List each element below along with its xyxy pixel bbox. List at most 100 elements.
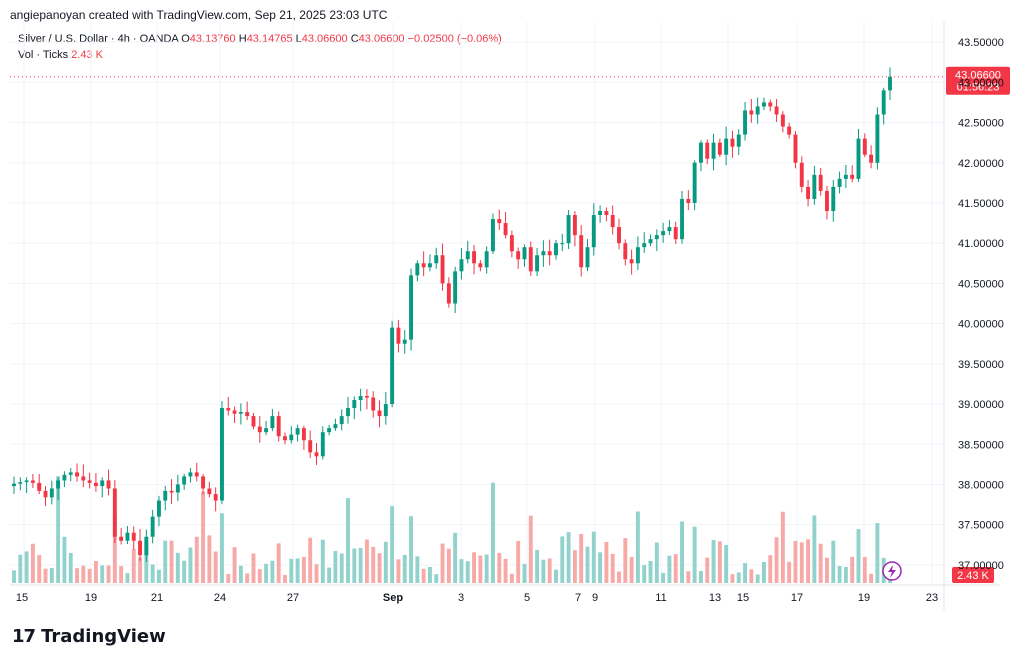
- candle-body: [604, 211, 609, 216]
- volume-bar: [522, 563, 527, 583]
- candle-body: [383, 404, 388, 417]
- volume-legend: Vol · Ticks 2.43 K: [18, 49, 103, 61]
- y-tick-label: 40.00000: [958, 319, 1004, 331]
- tradingview-logo[interactable]: 17 TradingView: [12, 626, 166, 647]
- tradingview-logo-icon: 17: [12, 626, 36, 647]
- volume-bar: [87, 568, 92, 583]
- candle-body: [692, 162, 697, 203]
- candle-body: [257, 426, 262, 433]
- candle-body: [528, 247, 533, 272]
- candle-body: [491, 219, 495, 252]
- volume-bar: [850, 556, 855, 583]
- candle-body: [175, 484, 180, 493]
- candle-body: [213, 494, 218, 501]
- candle-body: [749, 110, 754, 115]
- lightning-icon-glyph: [888, 565, 896, 578]
- volume-bar: [213, 551, 218, 583]
- volume-bar: [793, 540, 798, 583]
- volume-bar: [755, 574, 760, 583]
- candle-body: [390, 327, 395, 405]
- candle-body: [232, 410, 237, 414]
- candle-body: [220, 408, 224, 501]
- candle-body: [642, 243, 647, 248]
- candle-body: [125, 532, 130, 541]
- candle-body: [680, 198, 684, 240]
- volume-bar: [301, 556, 306, 583]
- volume-bar: [566, 532, 571, 583]
- volume-bar: [465, 561, 470, 583]
- candle-body: [837, 178, 842, 187]
- volume-bar: [226, 574, 231, 583]
- candle-body: [743, 110, 748, 135]
- y-tick-label: 38.00000: [958, 479, 1004, 491]
- y-tick-label: 39.50000: [958, 359, 1004, 371]
- x-tick-label: 15: [16, 592, 28, 604]
- candle-body: [289, 434, 294, 441]
- volume-bar: [825, 557, 829, 583]
- volume-bar: [673, 554, 678, 583]
- volume-bar: [654, 542, 659, 583]
- volume-bar: [30, 543, 35, 583]
- candle-body: [497, 219, 502, 224]
- candle-body: [862, 138, 867, 155]
- volume-bar: [93, 560, 98, 583]
- volume-bar: [579, 533, 584, 583]
- volume-bar: [283, 574, 287, 583]
- candle-body: [339, 416, 344, 425]
- volume-bar: [188, 547, 193, 583]
- candle-body: [465, 251, 470, 260]
- x-tick-label: 19: [858, 592, 870, 604]
- volume-bar: [371, 546, 376, 583]
- x-tick-label: 11: [655, 592, 666, 604]
- candle-body: [402, 339, 407, 344]
- volume-bar: [547, 558, 552, 583]
- candle-body: [440, 255, 445, 284]
- candle-body: [75, 472, 79, 477]
- volume-bar: [497, 552, 502, 583]
- candle-body: [270, 416, 275, 429]
- candle-body: [396, 327, 401, 344]
- volume-bar: [692, 526, 697, 583]
- volume-bar: [270, 560, 275, 583]
- candle-body: [793, 134, 798, 163]
- volume-bar: [257, 569, 262, 583]
- candle-body: [503, 223, 508, 236]
- volume-bar: [43, 568, 48, 583]
- volume-bar: [49, 567, 54, 583]
- candle-body: [308, 440, 313, 453]
- volume-label[interactable]: Vol · Ticks: [18, 49, 69, 61]
- candle-body: [522, 247, 527, 260]
- open-label: O: [181, 33, 190, 45]
- candle-body: [843, 174, 848, 179]
- y-tick-label: 42.00000: [958, 158, 1004, 170]
- volume-bar: [62, 536, 67, 583]
- volume-bar: [18, 554, 23, 583]
- volume-bar: [604, 541, 609, 583]
- candle-body: [188, 472, 193, 477]
- volume-bar: [346, 498, 350, 583]
- candle-body: [705, 142, 710, 159]
- volume-bar: [169, 540, 174, 583]
- volume-bar: [787, 561, 792, 583]
- candle-body: [352, 400, 357, 409]
- volume-bar: [875, 523, 880, 583]
- candle-body: [415, 263, 420, 276]
- volume-bar: [396, 559, 401, 583]
- y-tick-label: 37.50000: [958, 520, 1004, 532]
- candle-body: [201, 476, 206, 489]
- volume-bar: [138, 557, 142, 583]
- candle-body: [24, 480, 29, 483]
- y-tick-label: 41.50000: [958, 198, 1004, 210]
- volume-bar: [409, 516, 413, 583]
- volume-bar: [308, 537, 313, 583]
- candle-body: [453, 271, 458, 304]
- candle-body: [182, 476, 187, 485]
- candle-body: [276, 416, 281, 437]
- y-tick-label: 37.00000: [958, 560, 1004, 572]
- candle-body: [566, 215, 571, 244]
- volume-bar: [661, 572, 666, 583]
- candle-body: [648, 239, 653, 244]
- volume-bar: [364, 539, 369, 583]
